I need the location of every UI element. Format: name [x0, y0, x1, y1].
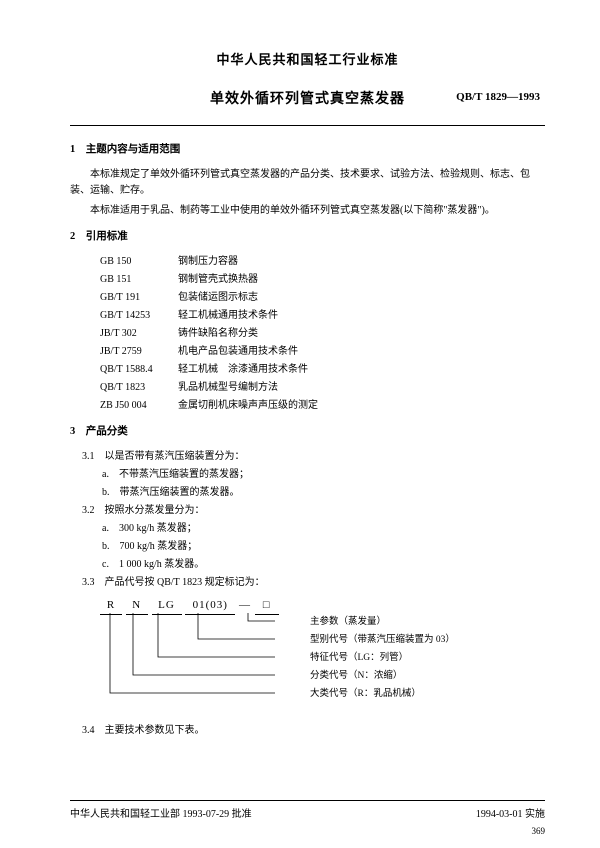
ref-item: JB/T 302铸件缺陷名称分类 — [100, 326, 545, 342]
document-page: 中华人民共和国轻工行业标准 单效外循环列管式真空蒸发器 QB/T 1829—19… — [0, 0, 600, 759]
s31b: b. 带蒸汽压缩装置的蒸发器。 — [102, 485, 545, 501]
reference-list: GB 150钢制压力容器 GB 151钢制管壳式换热器 GB/T 191包装储运… — [100, 254, 545, 414]
section1-title: 1 主题内容与适用范围 — [70, 142, 545, 159]
ref-name: 乳品机械型号编制方法 — [178, 382, 278, 393]
ref-name: 轻工机械 涂漆通用技术条件 — [178, 364, 308, 375]
ref-code: GB 151 — [100, 272, 178, 288]
s34: 3.4 主要技术参数见下表。 — [82, 723, 545, 739]
ref-code: GB 150 — [100, 254, 178, 270]
page-number: 369 — [0, 826, 545, 836]
label-type: 型别代号（带蒸汽压缩装置为 03） — [310, 633, 455, 648]
diagram-lines — [100, 613, 440, 723]
title-row: 单效外循环列管式真空蒸发器 QB/T 1829—1993 — [70, 89, 545, 111]
footer-right: 1994-03-01 实施 — [476, 805, 545, 820]
section2-title: 2 引用标准 — [70, 229, 545, 246]
ref-name: 钢制压力容器 — [178, 256, 238, 267]
seg-dash: — — [239, 599, 251, 611]
ref-name: 铸件缺陷名称分类 — [178, 328, 258, 339]
ref-item: ZB J50 004金属切削机床噪声声压级的测定 — [100, 398, 545, 414]
ref-item: JB/T 2759机电产品包装通用技术条件 — [100, 344, 545, 360]
ref-item: GB/T 14253轻工机械通用技术条件 — [100, 308, 545, 324]
s32b: b. 700 kg/h 蒸发器； — [102, 539, 545, 555]
section3-title: 3 产品分类 — [70, 424, 545, 441]
org-title: 中华人民共和国轻工行业标准 — [70, 50, 545, 71]
ref-code: QB/T 1823 — [100, 380, 178, 396]
section1-p1: 本标准规定了单效外循环列管式真空蒸发器的产品分类、技术要求、试验方法、检验规则、… — [70, 167, 545, 199]
ref-code: GB/T 191 — [100, 290, 178, 306]
ref-name: 金属切削机床噪声声压级的测定 — [178, 400, 318, 411]
ref-code: ZB J50 004 — [100, 398, 178, 414]
label-param: 主参数（蒸发量） — [310, 615, 386, 630]
s32: 3.2 按照水分蒸发量分为： — [82, 503, 545, 519]
s33: 3.3 产品代号按 QB/T 1823 规定标记为： — [82, 575, 545, 591]
section1-p2: 本标准适用于乳品、制药等工业中使用的单效外循环列管式真空蒸发器(以下简称"蒸发器… — [70, 203, 545, 219]
title-divider — [70, 125, 545, 126]
label-major: 大类代号（R：乳品机械） — [310, 687, 421, 702]
label-class: 分类代号（N：浓缩） — [310, 669, 402, 684]
s31: 3.1 以是否带有蒸汽压缩装置分为： — [82, 449, 545, 465]
ref-code: QB/T 1588.4 — [100, 362, 178, 378]
ref-item: QB/T 1823乳品机械型号编制方法 — [100, 380, 545, 396]
ref-code: JB/T 302 — [100, 326, 178, 342]
ref-name: 包装储运图示标志 — [178, 292, 258, 303]
s32a: a. 300 kg/h 蒸发器； — [102, 521, 545, 537]
doc-code: QB/T 1829—1993 — [456, 89, 540, 107]
ref-code: JB/T 2759 — [100, 344, 178, 360]
ref-name: 钢制管壳式换热器 — [178, 274, 258, 285]
footer-left: 中华人民共和国轻工业部 1993-07-29 批准 — [70, 805, 252, 820]
ref-name: 机电产品包装通用技术条件 — [178, 346, 298, 357]
code-diagram: R N LG 01(03) — □ 主参数（蒸发量） 型别代号（带蒸汽压缩装置为… — [100, 597, 545, 717]
ref-item: GB 150钢制压力容器 — [100, 254, 545, 270]
ref-item: QB/T 1588.4轻工机械 涂漆通用技术条件 — [100, 362, 545, 378]
ref-item: GB 151钢制管壳式换热器 — [100, 272, 545, 288]
label-feature: 特征代号（LG：列管） — [310, 651, 408, 666]
page-footer: 中华人民共和国轻工业部 1993-07-29 批准 1994-03-01 实施 — [70, 800, 545, 820]
ref-code: GB/T 14253 — [100, 308, 178, 324]
s32c: c. 1 000 kg/h 蒸发器。 — [102, 557, 545, 573]
ref-item: GB/T 191包装储运图示标志 — [100, 290, 545, 306]
s31a: a. 不带蒸汽压缩装置的蒸发器； — [102, 467, 545, 483]
ref-name: 轻工机械通用技术条件 — [178, 310, 278, 321]
